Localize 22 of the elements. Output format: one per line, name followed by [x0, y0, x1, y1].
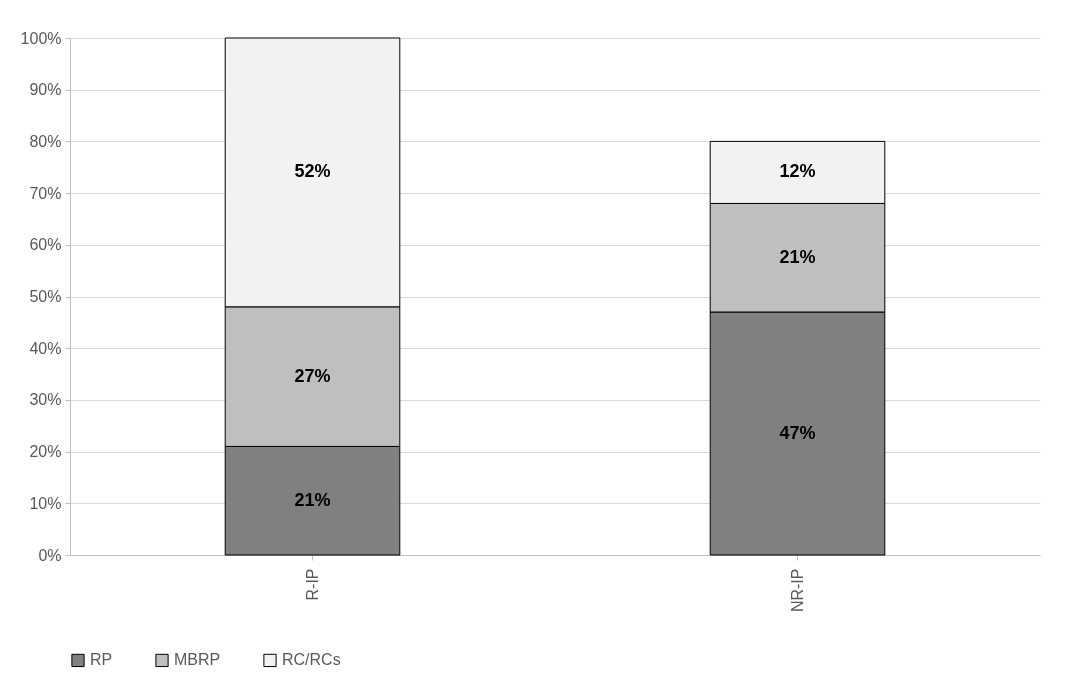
y-tick-label: 40%	[29, 339, 62, 357]
x-tick-label: NR-IP	[788, 568, 806, 613]
y-tick-label: 10%	[29, 494, 62, 512]
data-label: 52%	[294, 161, 331, 182]
data-label: 21%	[779, 246, 816, 267]
y-tick-label: 60%	[29, 236, 62, 254]
y-tick-label: 50%	[29, 288, 62, 305]
data-label: 21%	[294, 489, 331, 510]
y-tick-label: 90%	[29, 81, 62, 99]
y-tick-label: 0%	[38, 546, 62, 564]
x-tick-label: R-IP	[303, 568, 321, 601]
y-tick-label: 70%	[29, 184, 62, 202]
y-tick-label: 20%	[29, 443, 62, 461]
data-label: 47%	[779, 422, 816, 443]
y-tick-label: 80%	[29, 132, 62, 150]
legend-label: MBRP	[174, 651, 221, 669]
y-tick-label: 100%	[20, 29, 62, 47]
data-label: 12%	[779, 161, 816, 182]
y-tick-label: 30%	[29, 391, 62, 409]
legend-label: RP	[90, 651, 113, 669]
data-label: 27%	[294, 365, 331, 386]
legend-label: RC/RCs	[282, 651, 341, 669]
